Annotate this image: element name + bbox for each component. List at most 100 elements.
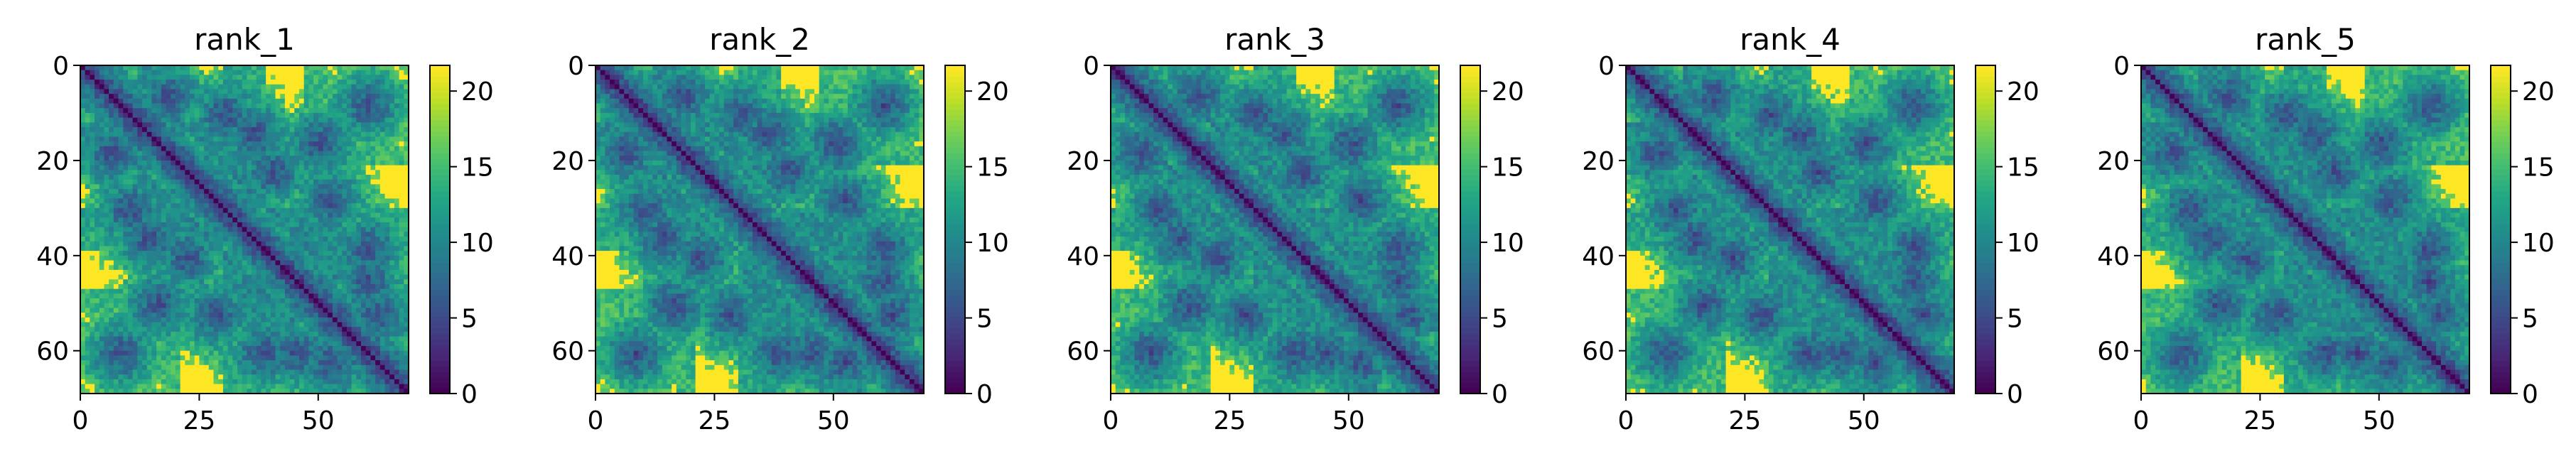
heatmap-cell bbox=[346, 341, 352, 347]
heatmap-cell bbox=[123, 212, 129, 218]
heatmap-cell bbox=[299, 103, 305, 109]
heatmap-cell bbox=[275, 112, 281, 119]
heatmap-cell bbox=[294, 75, 300, 80]
heatmap-cell bbox=[204, 103, 210, 109]
heatmap-cell bbox=[346, 84, 352, 90]
heatmap-cell bbox=[266, 313, 271, 318]
heatmap-cell bbox=[323, 103, 328, 109]
heatmap-cell bbox=[175, 360, 181, 366]
heatmap-cell bbox=[242, 122, 247, 128]
heatmap-cell bbox=[313, 355, 319, 361]
heatmap-cell bbox=[384, 317, 390, 323]
heatmap-cell bbox=[109, 346, 114, 352]
heatmap-cell bbox=[303, 222, 309, 228]
heatmap-cell bbox=[323, 179, 328, 185]
heatmap-cell bbox=[375, 379, 381, 385]
heatmap-cell bbox=[199, 131, 205, 138]
heatmap-cell bbox=[156, 207, 162, 214]
heatmap-cell bbox=[356, 274, 362, 280]
heatmap-cell bbox=[399, 222, 404, 228]
heatmap-cell bbox=[175, 80, 181, 85]
heatmap-cell bbox=[99, 179, 105, 185]
heatmap-cell bbox=[389, 327, 395, 332]
heatmap-cell bbox=[113, 80, 119, 85]
heatmap-cell bbox=[232, 65, 238, 71]
heatmap-cell bbox=[90, 298, 95, 304]
heatmap-cell bbox=[247, 317, 252, 323]
heatmap-cell bbox=[404, 317, 409, 323]
heatmap-cell bbox=[113, 317, 119, 323]
heatmap-cell bbox=[109, 103, 114, 109]
heatmap-cell bbox=[346, 212, 352, 218]
heatmap-cell bbox=[308, 322, 314, 327]
heatmap-cell bbox=[351, 260, 357, 266]
heatmap-cell bbox=[208, 227, 215, 232]
heatmap-cell bbox=[313, 160, 319, 166]
heatmap-cell bbox=[227, 127, 233, 133]
heatmap-cell bbox=[151, 389, 157, 394]
heatmap-cell bbox=[175, 364, 181, 371]
heatmap-cell bbox=[151, 103, 157, 109]
heatmap-cell bbox=[166, 122, 171, 128]
heatmap-cell bbox=[213, 207, 219, 214]
heatmap-cell bbox=[313, 75, 319, 80]
heatmap-cell bbox=[247, 369, 252, 375]
heatmap-cell bbox=[389, 122, 395, 128]
heatmap-cell bbox=[332, 203, 338, 209]
heatmap-cell bbox=[132, 251, 138, 256]
heatmap-cell bbox=[123, 232, 129, 237]
heatmap-cell bbox=[218, 179, 224, 185]
heatmap-cell bbox=[299, 184, 305, 190]
heatmap-cell bbox=[151, 246, 157, 251]
heatmap-cell bbox=[237, 284, 243, 290]
heatmap-cell bbox=[284, 89, 291, 94]
heatmap-cell bbox=[161, 151, 167, 156]
heatmap-cell bbox=[237, 274, 243, 280]
heatmap-cell bbox=[252, 179, 257, 185]
heatmap-cell bbox=[351, 80, 357, 85]
heatmap-cell bbox=[171, 232, 176, 237]
heatmap-cell bbox=[266, 141, 271, 147]
heatmap-cell bbox=[190, 355, 195, 361]
heatmap-cell bbox=[99, 355, 105, 361]
heatmap-cell bbox=[280, 156, 286, 161]
heatmap-cell bbox=[194, 112, 200, 119]
heatmap-cell bbox=[127, 179, 134, 185]
heatmap-cell bbox=[218, 293, 224, 299]
heatmap-cell bbox=[180, 288, 185, 294]
heatmap-cell bbox=[222, 274, 229, 280]
heatmap-cell bbox=[313, 255, 319, 261]
heatmap-cell bbox=[185, 269, 190, 276]
heatmap-cell bbox=[99, 170, 105, 175]
heatmap-cell bbox=[346, 313, 352, 318]
heatmap-cell bbox=[213, 389, 219, 394]
heatmap-cell bbox=[213, 303, 219, 309]
colorbar-segment bbox=[430, 136, 450, 143]
heatmap-cell bbox=[308, 346, 314, 352]
heatmap-cell bbox=[351, 112, 357, 119]
heatmap-cell bbox=[113, 227, 119, 232]
heatmap-cell bbox=[85, 232, 90, 237]
heatmap-cell bbox=[361, 379, 367, 385]
heatmap-cell bbox=[123, 217, 129, 223]
heatmap-cell bbox=[404, 331, 409, 337]
heatmap-cell bbox=[379, 265, 386, 271]
heatmap-cell bbox=[90, 384, 95, 389]
heatmap-cell bbox=[256, 274, 262, 280]
heatmap-cell bbox=[80, 327, 86, 332]
heatmap-cell bbox=[361, 189, 367, 195]
heatmap-cell bbox=[351, 203, 357, 209]
heatmap-cell bbox=[289, 160, 295, 166]
heatmap-cell bbox=[90, 350, 95, 357]
heatmap-cell bbox=[190, 288, 195, 294]
heatmap-cell bbox=[95, 75, 100, 80]
heatmap-cell bbox=[308, 98, 314, 104]
heatmap-cell bbox=[123, 75, 129, 80]
heatmap-cell bbox=[166, 165, 171, 170]
heatmap-cell bbox=[213, 75, 219, 80]
heatmap-cell bbox=[123, 360, 129, 366]
heatmap-cell bbox=[356, 122, 362, 128]
heatmap-cell bbox=[379, 165, 386, 170]
heatmap-cell bbox=[270, 303, 276, 309]
heatmap-cell bbox=[90, 288, 95, 294]
